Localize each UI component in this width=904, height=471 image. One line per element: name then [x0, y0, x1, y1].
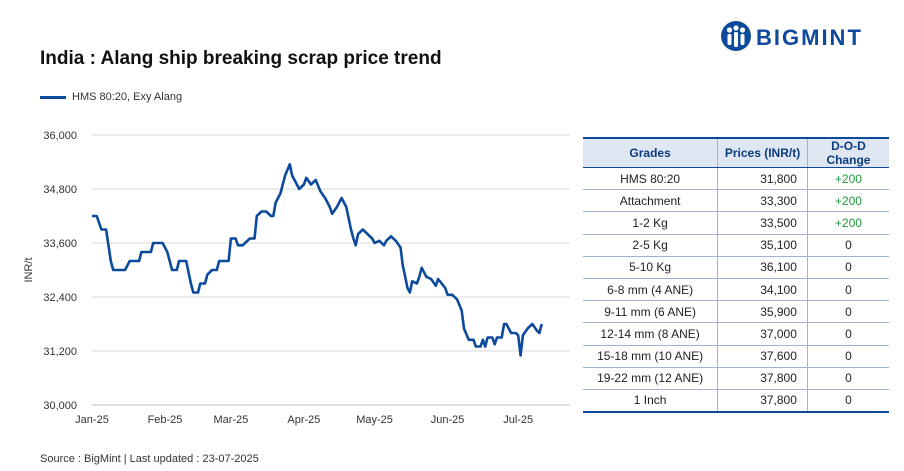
grade-cell: 9-11 mm (6 ANE): [583, 300, 719, 324]
chart-legend: HMS 80:20, Exy Alang: [40, 89, 182, 105]
grade-cell: 6-8 mm (4 ANE): [583, 278, 719, 302]
y-tick-label: 32,400: [43, 292, 77, 304]
y-tick-label: 36,000: [43, 130, 77, 142]
x-axis-ticks: Jan-25 Feb-25 Mar-25 Apr-25 May-25 Jun-25 Jul-…: [75, 414, 533, 426]
y-tick-label: 33,600: [43, 238, 77, 250]
bigmint-logo: BIGMINT: [720, 20, 885, 56]
dod-change-cell: 0: [807, 367, 889, 390]
table-row: 12-14 mm (8 ANE) 37,000 0: [583, 322, 889, 346]
dod-change-cell: +200: [807, 167, 889, 191]
price-cell: 34,100: [717, 278, 808, 302]
chart-title: India : Alang ship breaking scrap price …: [40, 48, 442, 69]
table-row: 2-5 Kg 35,100 0: [583, 234, 889, 257]
source-note: Source : BigMint | Last updated : 23-07-…: [40, 453, 259, 465]
table-row: 5-10 Kg 36,100 0: [583, 256, 889, 279]
legend-label: HMS 80:20, Exy Alang: [72, 91, 183, 103]
table-row: 1-2 Kg 33,500 +200: [583, 211, 889, 235]
dod-change-cell: 0: [807, 389, 889, 414]
price-cell: 37,000: [717, 322, 808, 346]
grade-cell: 19-22 mm (12 ANE): [583, 367, 719, 390]
dod-change-cell: 0: [807, 322, 889, 346]
y-axis-label: INR/t: [23, 257, 35, 282]
price-cell: 37,800: [717, 367, 808, 390]
y-axis-ticks: 30,000 31,200 32,400 33,600 34,800 36,000: [43, 130, 77, 412]
col-header-dod-change: D-O-D Change: [807, 137, 889, 168]
dod-change-cell: 0: [807, 256, 889, 279]
price-cell: 37,800: [717, 389, 808, 414]
grade-cell: HMS 80:20: [583, 167, 719, 191]
x-tick-label: May-25: [356, 414, 393, 426]
x-tick-label: Jan-25: [75, 414, 109, 426]
x-tick-label: Feb-25: [148, 414, 183, 426]
y-tick-label: 34,800: [43, 184, 77, 196]
x-tick-label: Jun-25: [431, 414, 465, 426]
table-row: 6-8 mm (4 ANE) 34,100 0: [583, 278, 889, 302]
grade-cell: Attachment: [583, 189, 719, 213]
grade-cell: 1 Inch: [583, 389, 719, 414]
dod-change-cell: +200: [807, 211, 889, 235]
col-header-grades: Grades: [583, 137, 719, 168]
dod-change-cell: 0: [807, 278, 889, 302]
dod-change-cell: 0: [807, 345, 889, 368]
x-tick-label: Jul-25: [503, 414, 533, 426]
price-table: Grades Prices (INR/t) D-O-D Change HMS 8…: [583, 137, 889, 414]
price-cell: 35,900: [717, 300, 808, 324]
brand-name: BIGMINT: [756, 25, 863, 50]
price-cell: 33,500: [717, 211, 808, 235]
grade-cell: 2-5 Kg: [583, 234, 719, 257]
price-cell: 36,100: [717, 256, 808, 279]
table-row: Attachment 33,300 +200: [583, 189, 889, 213]
table-row: 19-22 mm (12 ANE) 37,800 0: [583, 367, 889, 390]
x-tick-label: Mar-25: [214, 414, 249, 426]
dod-change-cell: 0: [807, 234, 889, 257]
x-tick-label: Apr-25: [287, 414, 320, 426]
grade-cell: 1-2 Kg: [583, 211, 719, 235]
table-header-row: Grades Prices (INR/t) D-O-D Change: [583, 137, 889, 168]
table-row: 9-11 mm (6 ANE) 35,900 0: [583, 300, 889, 324]
y-tick-label: 30,000: [43, 400, 77, 412]
table-row: 15-18 mm (10 ANE) 37,600 0: [583, 345, 889, 368]
table-row: 1 Inch 37,800 0: [583, 389, 889, 414]
table-row: HMS 80:20 31,800 +200: [583, 167, 889, 191]
grid-layer: [92, 134, 570, 406]
col-header-prices: Prices (INR/t): [717, 137, 808, 168]
price-cell: 31,800: [717, 167, 808, 191]
price-cell: 37,600: [717, 345, 808, 368]
legend-line-swatch: [40, 95, 66, 99]
bigmint-logo-icon: [721, 21, 751, 51]
grade-cell: 12-14 mm (8 ANE): [583, 322, 719, 346]
y-tick-label: 31,200: [43, 346, 77, 358]
dod-change-cell: 0: [807, 300, 889, 324]
grade-cell: 5-10 Kg: [583, 256, 719, 279]
dod-change-cell: +200: [807, 189, 889, 213]
grade-cell: 15-18 mm (10 ANE): [583, 345, 719, 368]
series-line-hms-80-20: [92, 163, 543, 357]
price-cell: 35,100: [717, 234, 808, 257]
price-cell: 33,300: [717, 189, 808, 213]
